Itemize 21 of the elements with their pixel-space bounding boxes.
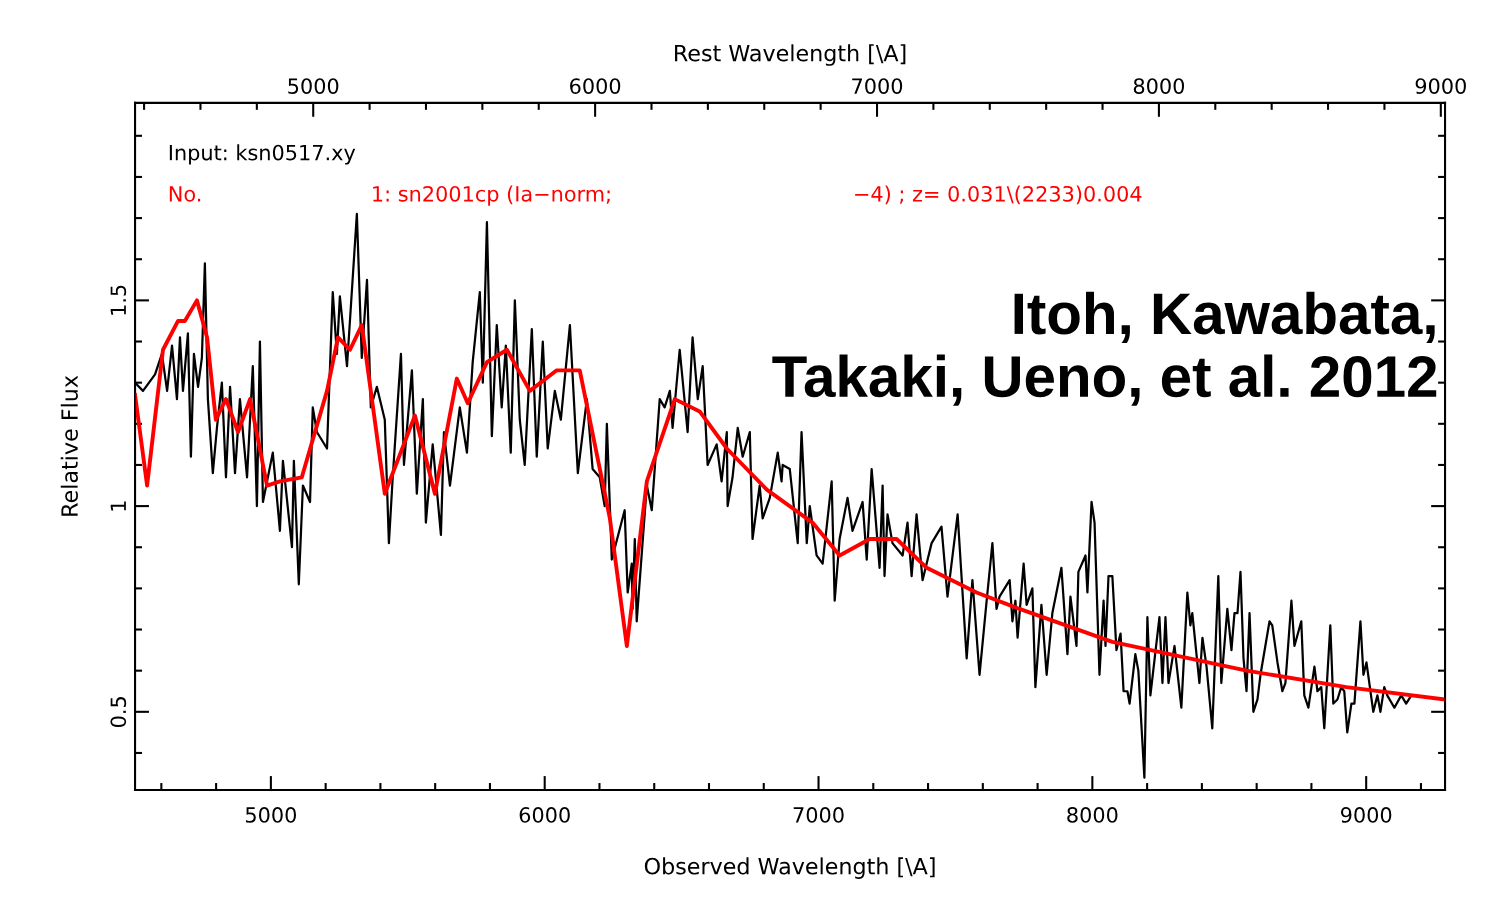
x2-axis-title: Rest Wavelength [\A] bbox=[675, 44, 906, 66]
x-tick-label: 9000 bbox=[1340, 807, 1392, 823]
x-tick-label: 5000 bbox=[245, 807, 296, 823]
annotation: No. bbox=[169, 186, 201, 202]
x2-tick-label: 7000 bbox=[852, 78, 903, 94]
annotation: Input: ksn0517.xy bbox=[169, 144, 356, 165]
y-axis-title: Relative Flux bbox=[60, 375, 78, 516]
annotation: −4) ; z= 0.031\(2233)0.004 bbox=[855, 185, 1142, 205]
annotation: Itoh, Kawabata, Takaki, Ueno, et al. 2012 bbox=[772, 291, 1437, 406]
x-axis-title: Observed Wavelength [\A] bbox=[644, 857, 935, 879]
y-tick-label: 1 bbox=[110, 501, 126, 511]
x2-tick-label: 6000 bbox=[570, 78, 621, 94]
x-tick-label: 6000 bbox=[519, 807, 570, 823]
x-tick-label: 7000 bbox=[793, 807, 844, 823]
x2-tick-label: 5000 bbox=[288, 78, 339, 94]
y-tick-label: 1.5 bbox=[110, 285, 127, 315]
annotation: 1: sn2001cp (Ia−norm; bbox=[373, 185, 610, 206]
x-tick-label: 8000 bbox=[1067, 807, 1118, 823]
y-tick-label: 0.5 bbox=[110, 697, 127, 728]
x2-tick-label: 8000 bbox=[1133, 78, 1185, 94]
x2-tick-label: 9000 bbox=[1415, 78, 1466, 94]
